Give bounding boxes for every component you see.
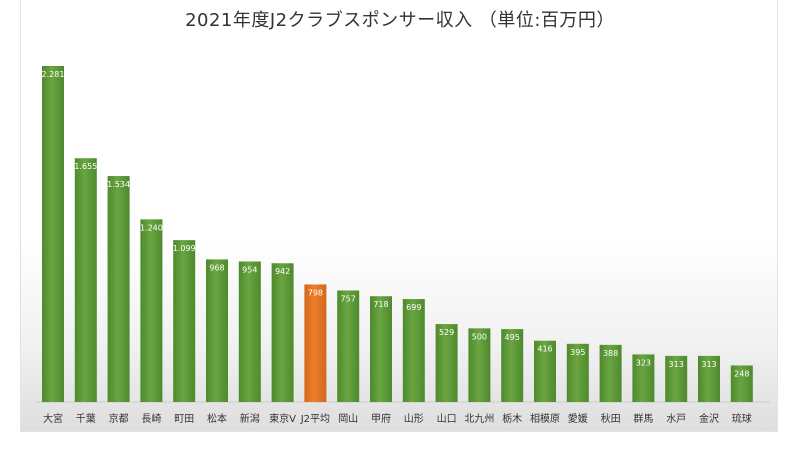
bar-京都 xyxy=(107,176,130,402)
bar-東京V xyxy=(271,263,294,402)
bar-山口 xyxy=(435,324,458,402)
data-label-山口: 529 xyxy=(439,328,454,337)
bar-金沢 xyxy=(698,355,720,402)
bar-町田 xyxy=(173,240,196,402)
category-label-水戸: 水戸 xyxy=(666,413,686,425)
category-label-長崎: 長崎 xyxy=(141,412,161,425)
category-label-秋田: 秋田 xyxy=(601,412,621,425)
bar-北九州 xyxy=(468,328,491,402)
bar-群馬 xyxy=(632,354,655,402)
bar-岡山 xyxy=(337,290,360,402)
data-label-北九州: 500 xyxy=(472,332,487,341)
bar-新潟 xyxy=(238,261,261,402)
data-label-大宮: 2.281 xyxy=(42,70,65,79)
category-label-大宮: 大宮 xyxy=(43,412,63,425)
bar-長崎 xyxy=(140,219,163,402)
category-label-山形: 山形 xyxy=(404,413,424,425)
data-label-栃木: 495 xyxy=(505,333,520,342)
data-label-松本: 968 xyxy=(209,263,224,272)
category-label-J2平均: J2平均 xyxy=(300,413,330,425)
data-label-J2平均: 798 xyxy=(308,288,323,297)
data-label-秋田: 388 xyxy=(603,349,618,358)
category-label-相模原: 相模原 xyxy=(530,412,560,425)
bar-松本 xyxy=(206,259,228,402)
data-label-岡山: 757 xyxy=(341,294,356,303)
category-label-新潟: 新潟 xyxy=(240,412,260,425)
bar-山形 xyxy=(402,299,425,402)
data-label-町田: 1.099 xyxy=(173,244,196,253)
bar-千葉 xyxy=(74,158,97,402)
data-label-水戸: 313 xyxy=(669,360,684,369)
category-label-愛媛: 愛媛 xyxy=(568,412,588,425)
category-label-北九州: 北九州 xyxy=(464,413,494,425)
category-label-千葉: 千葉 xyxy=(76,412,96,425)
category-label-山口: 山口 xyxy=(437,413,457,425)
category-label-群馬: 群馬 xyxy=(633,412,653,425)
category-label-琉球: 琉球 xyxy=(732,412,752,425)
category-label-町田: 町田 xyxy=(174,414,194,425)
bar-大宮 xyxy=(42,66,64,402)
data-label-甲府: 718 xyxy=(373,300,388,309)
bar-相模原 xyxy=(534,340,556,402)
bar-秋田 xyxy=(599,344,622,402)
bar-水戸 xyxy=(665,355,688,402)
category-label-東京V: 東京V xyxy=(269,412,296,425)
data-label-相模原: 416 xyxy=(537,345,552,354)
category-label-京都: 京都 xyxy=(109,412,129,425)
data-label-京都: 1.534 xyxy=(107,180,130,189)
category-label-松本: 松本 xyxy=(207,412,227,425)
category-label-栃木: 栃木 xyxy=(502,412,522,425)
data-label-山形: 699 xyxy=(406,303,421,312)
category-label-岡山: 岡山 xyxy=(338,413,358,425)
data-label-長崎: 1.240 xyxy=(140,223,163,232)
category-label-金沢: 金沢 xyxy=(699,412,719,425)
data-label-琉球: 248 xyxy=(734,369,749,378)
chart-title: 2021年度J2クラブスポンサー収入 （単位:百万円） xyxy=(185,10,615,31)
bar-愛媛 xyxy=(566,343,589,402)
data-label-新潟: 954 xyxy=(242,265,257,274)
bar-琉球 xyxy=(730,365,753,402)
data-label-愛媛: 395 xyxy=(570,348,585,357)
data-label-金沢: 313 xyxy=(701,360,716,369)
bar-J2平均 xyxy=(304,284,327,402)
category-label-甲府: 甲府 xyxy=(371,412,391,425)
data-label-群馬: 323 xyxy=(636,358,651,367)
data-label-千葉: 1.655 xyxy=(74,162,97,171)
bar-栃木 xyxy=(501,329,524,402)
bar-甲府 xyxy=(370,296,392,402)
data-label-東京V: 942 xyxy=(275,267,290,276)
